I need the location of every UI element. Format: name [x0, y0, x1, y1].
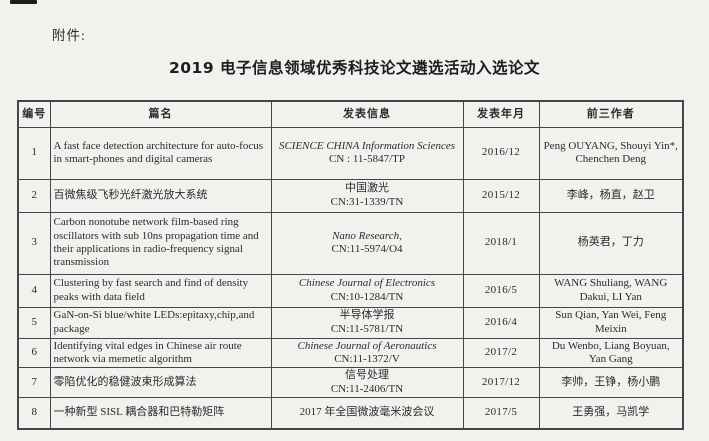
- row-number-cell: 8: [17, 397, 51, 430]
- authors-cell: 杨英君，丁力: [538, 211, 684, 275]
- venue-line: 半导体学报: [339, 309, 395, 322]
- paper-title-cell: Clustering by fast search and find of de…: [49, 273, 272, 308]
- table-row: 2 百微焦级飞秒光纤激光放大系统 中国激光 CN:31-1339/TN 2015/12 李…: [17, 178, 684, 213]
- row-number-cell: 5: [17, 306, 51, 339]
- paper-title-cell: 一种新型 SISL 耦合器和巴特勒矩阵: [49, 397, 272, 430]
- authors-cell: 王勇强，马凯学: [538, 397, 684, 430]
- scan-artifact-mark: [10, 0, 37, 4]
- table-row: 4 Clustering by fast search and find of d…: [17, 273, 684, 308]
- page-title: 2019 电子信息领域优秀科技论文遴选活动入选论文: [168, 59, 541, 77]
- authors-cell: Peng OUYANG, Shouyi Yin*, Chenchen Deng: [538, 126, 684, 180]
- paper-title-cell: Identifying vital edges in Chinese air r…: [49, 337, 272, 369]
- paper-title-cell: 零陷优化的稳健波束形成算法: [49, 367, 272, 399]
- table-row: 3 Carbon nonotube network film-based ring…: [17, 211, 684, 275]
- table-row: 8 一种新型 SISL 耦合器和巴特勒矩阵 2017 年全国微波毫米波会议 2017/…: [17, 397, 684, 430]
- date-cell: 2017/2: [462, 337, 540, 369]
- paper-title-cell: A fast face detection architecture for a…: [49, 126, 272, 180]
- venue-line: CN:11-5974/O4: [331, 243, 403, 255]
- date-cell: 2015/12: [462, 178, 540, 213]
- venue-line: CN : 11-5847/TP: [329, 153, 405, 165]
- venue-line: SCIENCE CHINA Information Sciences: [278, 139, 456, 152]
- authors-cell: 李峰，杨直，赵卫: [538, 178, 684, 213]
- table-row: 5 GaN-on-Si blue/white LEDs:epitaxy,chip,…: [17, 306, 684, 339]
- venue-cell: Nano Research, CN:11-5974/O4: [270, 211, 464, 275]
- date-cell: 2017/12: [462, 367, 540, 399]
- date-cell: 2016/5: [462, 273, 540, 308]
- column-header-venue: 发表信息: [270, 100, 464, 128]
- table-row: 6 Identifying vital edges in Chinese air …: [17, 337, 684, 369]
- paper-title-cell: 百微焦级飞秒光纤激光放大系统: [49, 178, 272, 213]
- venue-line: 信号处理: [345, 369, 389, 382]
- venue-line: Chinese Journal of Aeronautics: [297, 339, 437, 352]
- table-row: 7 零陷优化的稳健波束形成算法 信号处理 CN:11-2406/TN 2017/12 李帅…: [17, 367, 684, 399]
- row-number-cell: 1: [17, 126, 51, 180]
- venue-line: Chinese Journal of Electronics: [298, 277, 436, 290]
- table-header-row: 编号 篇名 发表信息 发表年月 前三作者: [17, 100, 684, 128]
- paper-title-cell: GaN-on-Si blue/white LEDs:epitaxy,chip,a…: [49, 306, 272, 339]
- venue-cell: SCIENCE CHINA Information Sciences CN : 1…: [270, 126, 464, 180]
- authors-cell: WANG Shuliang, WANG Dakui, LI Yan: [538, 273, 684, 308]
- venue-line: CN:11-1372/V: [334, 352, 400, 365]
- date-cell: 2016/4: [462, 306, 540, 339]
- date-cell: 2017/5: [462, 397, 540, 430]
- venue-line: CN:11-2406/TN: [330, 382, 404, 395]
- venue-line: Nano Research,: [332, 229, 402, 242]
- column-header-authors: 前三作者: [538, 100, 684, 128]
- date-cell: 2018/1: [462, 211, 540, 275]
- row-number-cell: 2: [17, 178, 51, 213]
- venue-line: CN:11-5781/TN: [330, 322, 404, 335]
- authors-cell: 李帅，王铮，杨小鹏: [538, 367, 684, 399]
- venue-cell: Chinese Journal of Aeronautics CN:11-1372…: [270, 337, 464, 369]
- venue-line: CN:31-1339/TN: [330, 195, 404, 208]
- venue-cell: 信号处理 CN:11-2406/TN: [270, 367, 464, 399]
- paper-title-cell: Carbon nonotube network film-based ring …: [49, 211, 272, 275]
- row-number-cell: 7: [17, 367, 51, 399]
- row-number-cell: 3: [17, 211, 51, 275]
- authors-cell: Du Wenbo, Liang Boyuan, Yan Gang: [538, 337, 684, 369]
- venue-line: 中国激光: [345, 182, 389, 195]
- row-number-cell: 4: [17, 273, 51, 308]
- attachment-label: 附件:: [52, 28, 86, 43]
- column-header-title: 篇名: [49, 100, 272, 128]
- venue-cell: 中国激光 CN:31-1339/TN: [270, 178, 464, 213]
- venue-cell: Chinese Journal of Electronics CN:10-1284…: [270, 273, 464, 308]
- authors-cell: Sun Qian, Yan Wei, Feng Meixin: [538, 306, 684, 339]
- venue-cell: 2017 年全国微波毫米波会议: [270, 397, 464, 430]
- row-number-cell: 6: [17, 337, 51, 369]
- column-header-date: 发表年月: [462, 100, 540, 128]
- column-header-no: 编号: [17, 100, 51, 128]
- venue-line: CN:10-1284/TN: [330, 290, 404, 303]
- date-cell: 2016/12: [462, 126, 540, 180]
- venue-line: 2017 年全国微波毫米波会议: [299, 406, 435, 419]
- venue-cell: 半导体学报 CN:11-5781/TN: [270, 306, 464, 339]
